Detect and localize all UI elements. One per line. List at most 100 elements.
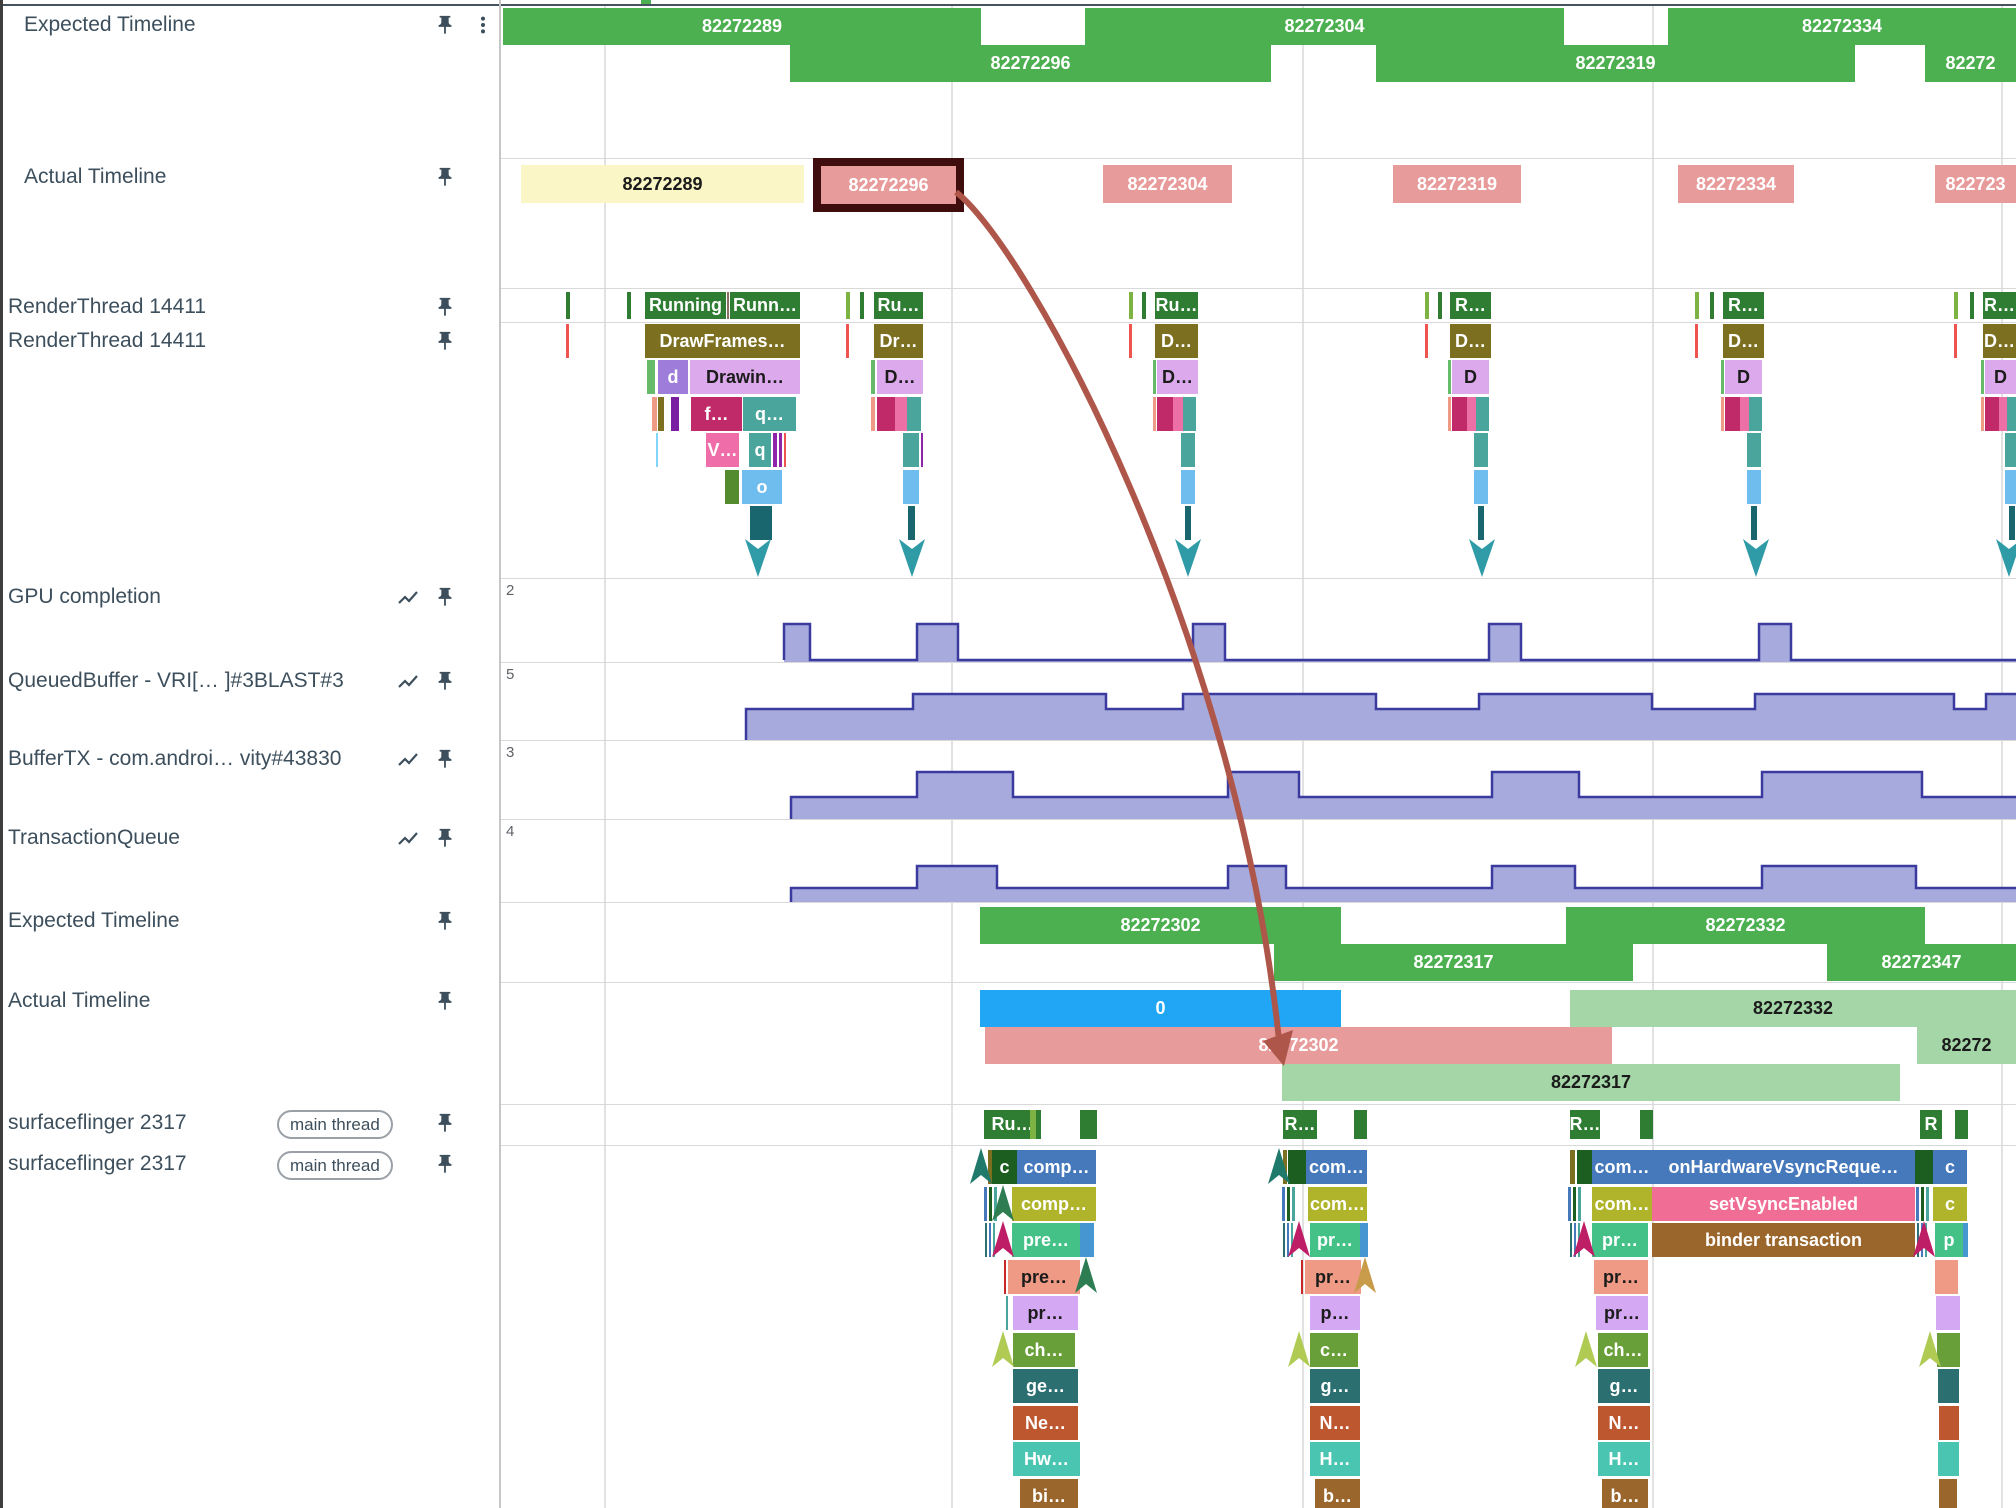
slice[interactable]: Runn… [730,292,800,319]
flow-event-marker-icon[interactable] [992,1185,1014,1226]
slice[interactable]: 82272 [1917,1027,2016,1064]
pin-icon[interactable] [434,670,458,694]
flow-arrow-icon[interactable] [899,539,925,578]
flow-event-marker-icon[interactable] [1913,1221,1935,1262]
line-chart-icon[interactable] [396,586,420,610]
slice[interactable]: b… [1602,1479,1648,1508]
slice-fragment[interactable] [1747,433,1761,467]
slice-fragment[interactable] [989,1223,991,1257]
slice-fragment[interactable] [1721,397,1724,431]
slice-fragment[interactable] [1710,292,1714,319]
slice[interactable]: pr… [1013,1296,1078,1330]
slice[interactable]: com… [1308,1187,1367,1221]
slice-fragment[interactable] [907,397,921,431]
slice[interactable]: Ne… [1013,1406,1078,1440]
slice[interactable]: pr… [1310,1223,1360,1257]
flow-event-marker-icon[interactable] [1288,1221,1310,1262]
slice-fragment[interactable] [1129,292,1133,319]
slice[interactable]: ch… [1598,1333,1648,1367]
pin-icon[interactable] [434,14,458,38]
slice[interactable]: D [1452,360,1489,394]
flow-event-marker-icon[interactable] [992,1221,1014,1262]
slice-fragment[interactable] [1080,1223,1094,1257]
slice-fragment[interactable] [627,292,631,319]
slice-fragment[interactable] [1448,397,1451,431]
slice-fragment[interactable] [1142,292,1146,319]
slice-fragment[interactable] [1570,1150,1575,1184]
slice-fragment[interactable] [1939,1479,1957,1508]
slice[interactable]: f… [691,397,742,431]
slice-fragment[interactable] [2009,506,2015,540]
slice[interactable]: q [749,433,771,467]
slice-fragment[interactable] [656,433,658,467]
pin-icon[interactable] [434,1153,458,1177]
slice[interactable]: 82272319 [1376,45,1855,82]
slice-fragment[interactable] [1153,360,1156,394]
slice[interactable]: binder transaction [1652,1223,1915,1257]
slice-fragment[interactable] [1291,1223,1293,1257]
flow-event-marker-icon[interactable] [970,1148,992,1189]
pin-icon[interactable] [434,586,458,610]
flow-arrow-icon[interactable] [1175,539,1201,578]
slice-fragment[interactable] [1981,360,1984,394]
flow-event-marker-icon[interactable] [1919,1331,1941,1372]
slice-fragment[interactable] [652,397,657,431]
slice[interactable]: R… [1570,1110,1600,1139]
track-lane-transactionqueue[interactable]: 4 [499,819,2016,902]
slice-fragment[interactable] [1287,1223,1289,1257]
slice[interactable]: H… [1598,1442,1650,1476]
slice[interactable]: p [1935,1223,1963,1257]
slice[interactable]: D… [1155,324,1198,358]
slice-fragment[interactable] [2005,433,2016,467]
slice[interactable]: N… [1310,1406,1360,1440]
slice-fragment[interactable] [984,1187,987,1221]
slice[interactable]: pr… [1594,1260,1648,1294]
slice[interactable]: q… [743,397,796,431]
counter-plot[interactable] [499,578,2016,662]
slice[interactable]: D [1725,360,1762,394]
slice-fragment[interactable] [1955,1110,1968,1139]
track-lane-renderthread-state[interactable]: Running Runn… Ru… Ru… R… R… R… [499,288,2016,322]
pin-icon[interactable] [434,910,458,934]
line-chart-icon[interactable] [396,670,420,694]
slice-fragment[interactable] [1939,1406,1959,1440]
slice-fragment[interactable] [566,324,569,358]
slice[interactable]: D… [1157,360,1198,394]
slice-fragment[interactable] [993,1223,995,1257]
pin-icon[interactable] [434,827,458,851]
slice[interactable]: ch… [1013,1333,1075,1367]
flow-event-marker-icon[interactable] [1354,1257,1376,1298]
pin-icon[interactable] [434,748,458,772]
slice[interactable]: Running [645,292,726,319]
slice-fragment[interactable] [1573,1187,1576,1221]
slice[interactable]: ge… [1013,1369,1078,1403]
slice[interactable]: 82272317 [1282,1064,1900,1101]
slice[interactable]: 82272332 [1570,990,2016,1027]
slice[interactable]: pre… [1012,1223,1080,1257]
slice-fragment[interactable] [1751,506,1757,540]
slice-fragment[interactable] [1921,1187,1924,1221]
slice-fragment[interactable] [846,324,849,358]
slice[interactable]: N… [1598,1406,1650,1440]
slice-fragment[interactable] [1283,1150,1287,1184]
slice[interactable]: 82272289 [503,8,981,45]
flow-event-marker-icon[interactable] [1075,1257,1097,1298]
slice-fragment[interactable] [1695,324,1698,358]
slice[interactable]: c [992,1150,1017,1184]
slice-fragment[interactable] [1301,1260,1303,1294]
track-lane-renderthread-slices[interactable]: DrawFrames… d Drawin… f… q… V… q o Dr… D… D… D… D… D D… [499,322,2016,578]
slice-fragment[interactable] [1004,1260,1006,1294]
slice[interactable]: c… [1310,1333,1358,1367]
slice[interactable]: 82272304 [1103,165,1232,203]
slice-fragment[interactable] [2005,470,2016,504]
slice-fragment[interactable] [1937,1333,1960,1367]
flow-arrow-icon[interactable] [745,539,771,578]
track-lane-actual-timeline-2[interactable]: 0 82272332 82272302 82272 82272317 [499,982,2016,1104]
slice-fragment[interactable] [908,506,915,540]
slice-fragment[interactable] [903,433,919,467]
slice-fragment[interactable] [1747,470,1761,504]
slice-fragment[interactable] [846,292,850,319]
slice-fragment[interactable] [1915,1150,1933,1184]
slice-fragment[interactable] [1725,397,1740,431]
slice[interactable]: comp… [1017,1150,1096,1184]
